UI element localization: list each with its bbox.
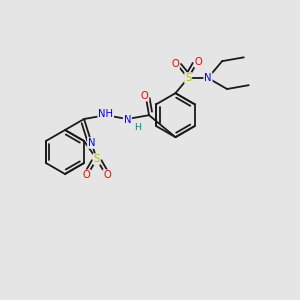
Text: S: S [94,154,100,164]
Text: N: N [204,73,212,83]
Text: S: S [185,73,191,83]
Text: N: N [88,138,95,148]
Text: O: O [141,91,148,101]
Text: N: N [124,115,131,125]
Text: O: O [103,170,111,180]
Text: O: O [195,57,203,67]
Text: NH: NH [98,109,113,119]
Text: O: O [171,59,179,69]
Text: H: H [134,122,141,131]
Text: O: O [82,170,90,180]
